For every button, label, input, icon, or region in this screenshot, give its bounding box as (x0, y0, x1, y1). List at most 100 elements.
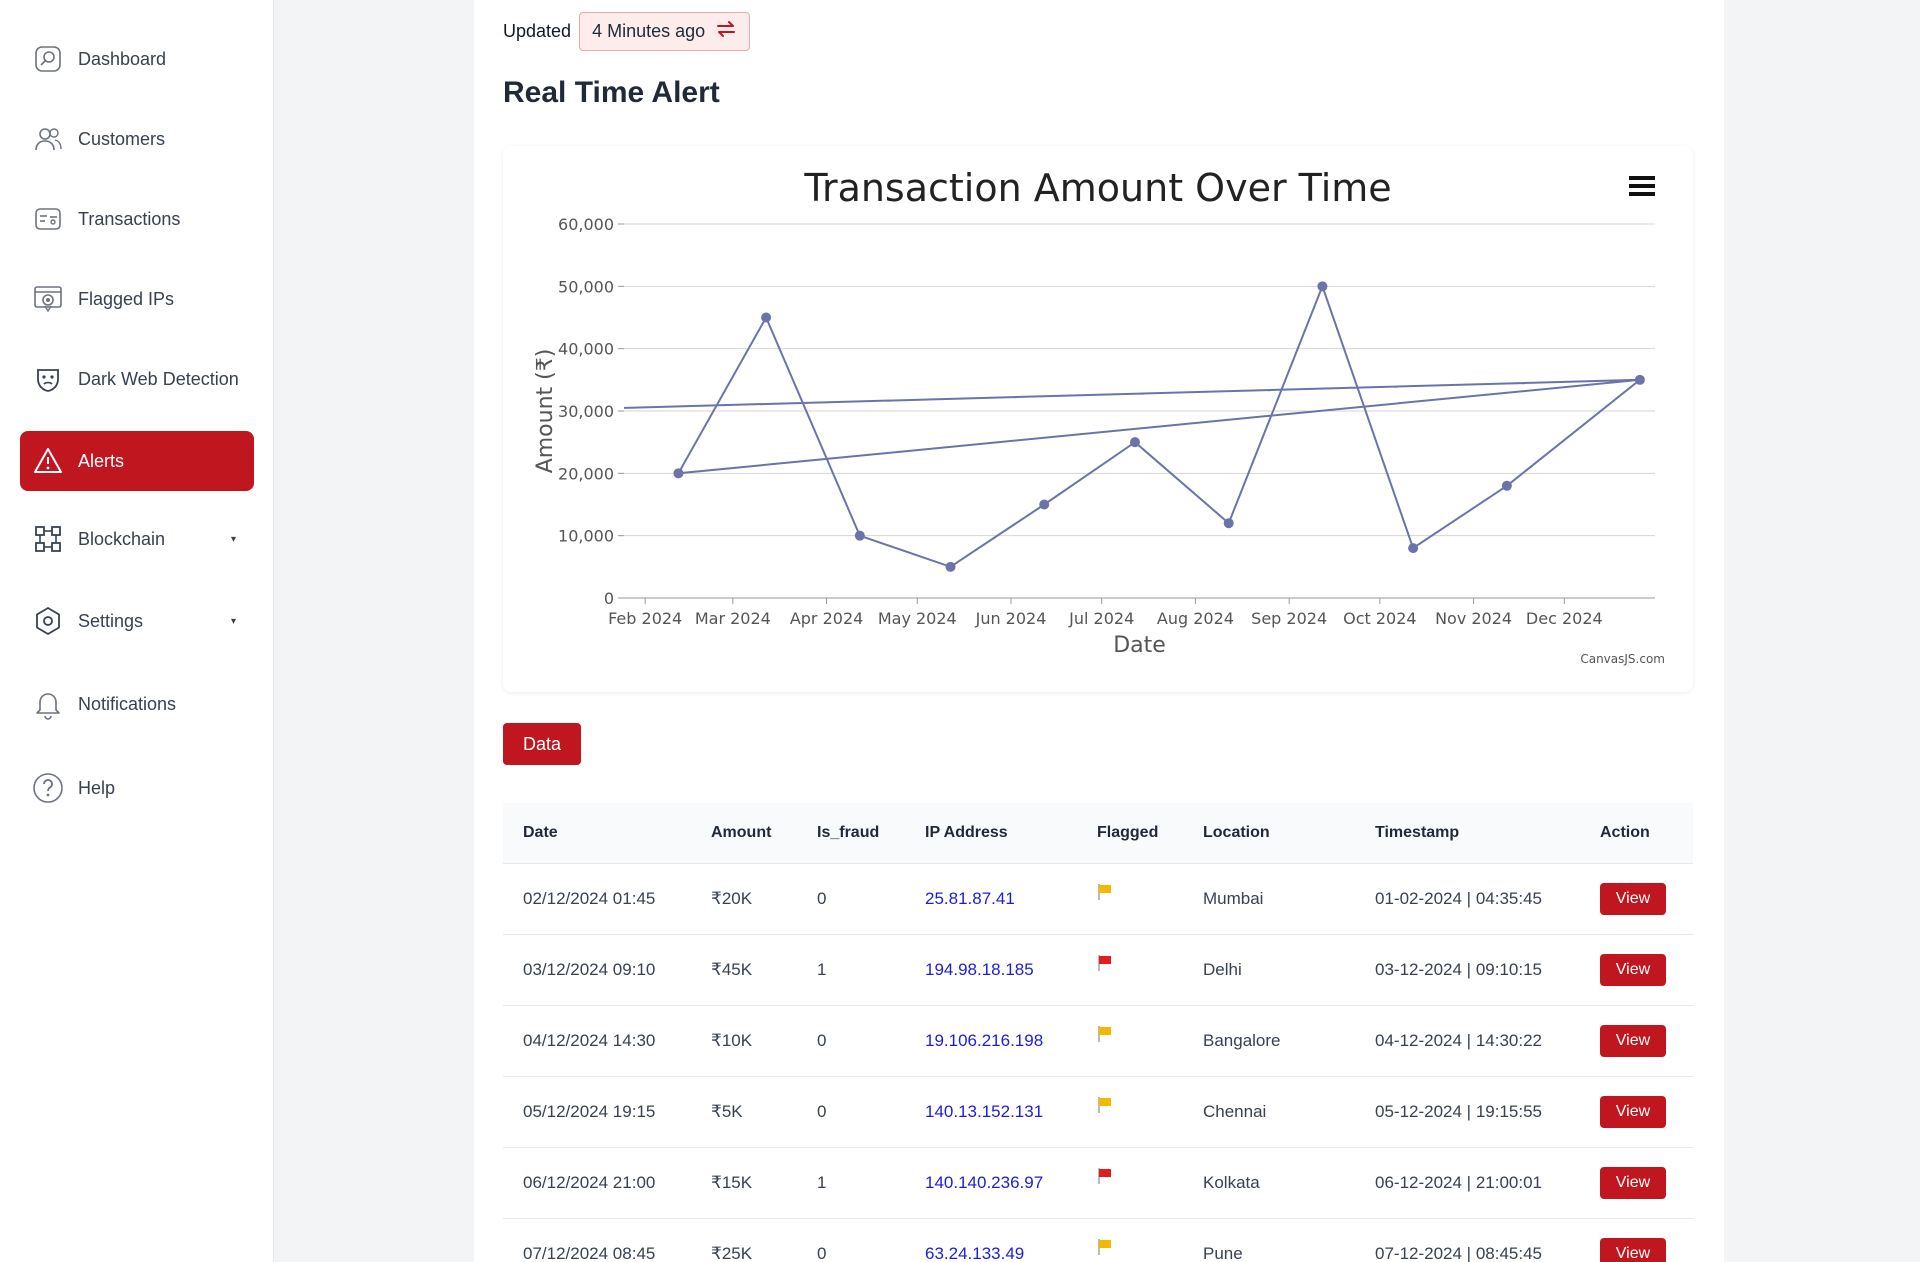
ip-address-link[interactable]: 63.24.133.49 (925, 1243, 1025, 1262)
action-cell: View (1580, 1005, 1693, 1076)
sidebar-item-transactions[interactable]: Transactions (20, 189, 254, 249)
date-cell: 02/12/2024 01:45 (523, 888, 656, 908)
blockchain-icon (32, 523, 64, 555)
date-cell: 04/12/2024 14:30 (523, 1030, 656, 1050)
table-row: 02/12/2024 01:45 ₹20K 0 25.81.87.41 Mumbai 01… (503, 863, 1693, 934)
sidebar-item-settings[interactable]: Settings ▾ (20, 591, 254, 651)
data-point[interactable] (1634, 374, 1645, 385)
is-fraud-cell: 1 (817, 1172, 827, 1192)
series-line (623, 283, 1641, 568)
sidebar: Dashboard Customers Transactions Flagged… (0, 0, 274, 1262)
sidebar-item-blockchain[interactable]: Blockchain ▾ (20, 509, 254, 569)
data-point[interactable] (1408, 543, 1419, 554)
amount-cell: ₹10K (711, 1030, 753, 1050)
column-header: Action (1600, 823, 1650, 841)
is-fraud-cell: 0 (817, 1243, 827, 1262)
ip-address-link[interactable]: 140.140.236.97 (925, 1172, 1044, 1192)
timestamp-cell: 04-12-2024 | 14:30:22 (1375, 1030, 1542, 1050)
dashboard-icon (32, 43, 64, 75)
timestamp-cell: 05-12-2024 | 19:15:55 (1375, 1101, 1542, 1121)
transactions-icon (32, 203, 64, 235)
chart-card: 0 10,000 20,000 30,000 40,000 50,000 60,000 Feb… (503, 146, 1693, 692)
sidebar-item-customers[interactable]: Customers (20, 109, 254, 169)
yellow-flag-icon (1097, 883, 1113, 901)
table-header-row: Date Amount Is_fraud IP Address Flagged Locat… (503, 803, 1693, 863)
y-tick-label: 10,000 (558, 527, 614, 546)
x-tick-label: May 2024 (878, 609, 957, 628)
sidebar-item-help[interactable]: Help (20, 758, 254, 818)
data-point[interactable] (1039, 499, 1050, 510)
hamburger-menu-icon[interactable] (1629, 176, 1655, 200)
amount-cell: ₹15K (711, 1172, 753, 1192)
y-tick-label: 50,000 (558, 277, 614, 296)
action-cell: View (1580, 863, 1693, 934)
help-icon (32, 772, 64, 804)
sidebar-item-label: Help (78, 777, 116, 798)
table-row: 03/12/2024 09:10 ₹45K 1 194.98.18.185 Delhi 0… (503, 934, 1693, 1005)
view-button[interactable]: View (1600, 1095, 1666, 1128)
data-point[interactable] (1501, 480, 1512, 491)
y-tick-label: 60,000 (558, 215, 614, 234)
chevron-down-icon[interactable]: ▾ (230, 533, 236, 545)
yellow-flag-icon (1097, 1238, 1113, 1256)
sidebar-item-notifications[interactable]: Notifications (20, 674, 254, 734)
red-flag-icon (1097, 954, 1113, 972)
y-axis-label: Amount (₹) (533, 349, 558, 474)
refresh-icon[interactable] (715, 19, 737, 44)
timestamp-cell: 01-02-2024 | 04:35:45 (1375, 888, 1542, 908)
table-row: 04/12/2024 14:30 ₹10K 0 19.106.216.198 Banga… (503, 1005, 1693, 1076)
is-fraud-cell: 0 (817, 1101, 827, 1121)
sidebar-item-label: Transactions (78, 208, 181, 229)
x-tick-label: Jun 2024 (975, 609, 1047, 628)
updated-badge[interactable]: 4 Minutes ago (579, 12, 751, 51)
data-point[interactable] (761, 312, 772, 323)
flag-cell (1077, 1218, 1183, 1262)
view-button[interactable]: View (1600, 1237, 1666, 1262)
alert-triangle-icon (32, 445, 64, 477)
view-button[interactable]: View (1600, 1166, 1666, 1199)
is-fraud-cell: 1 (817, 959, 827, 979)
sidebar-item-dark-web-detection[interactable]: Dark Web Detection (20, 349, 254, 409)
x-tick-label: Oct 2024 (1343, 609, 1416, 628)
is-fraud-cell: 0 (817, 1030, 827, 1050)
chevron-down-icon[interactable]: ▾ (230, 615, 236, 627)
timestamp-cell: 06-12-2024 | 21:00:01 (1375, 1172, 1542, 1192)
amount-cell: ₹20K (711, 888, 753, 908)
sidebar-item-dashboard[interactable]: Dashboard (20, 29, 254, 89)
view-button[interactable]: View (1600, 1024, 1666, 1057)
data-point[interactable] (1223, 518, 1234, 529)
view-button[interactable]: View (1600, 953, 1666, 986)
data-point[interactable] (945, 561, 956, 572)
flag-cell (1077, 934, 1183, 1005)
sidebar-item-flagged-ips[interactable]: Flagged IPs (20, 269, 254, 329)
x-tick-label: Apr 2024 (790, 609, 863, 628)
column-header: Timestamp (1375, 823, 1460, 841)
column-header: Location (1203, 823, 1270, 841)
data-point[interactable] (1129, 437, 1140, 448)
ip-address-link[interactable]: 25.81.87.41 (925, 888, 1015, 908)
action-cell: View (1580, 1147, 1693, 1218)
location-cell: Kolkata (1203, 1172, 1260, 1192)
ip-address-link[interactable]: 194.98.18.185 (925, 959, 1034, 979)
data-point[interactable] (1317, 281, 1328, 292)
action-cell: View (1580, 1218, 1693, 1262)
ip-address-link[interactable]: 19.106.216.198 (925, 1030, 1044, 1050)
sidebar-item-alerts[interactable]: Alerts (20, 431, 254, 491)
x-tick-label: Sep 2024 (1251, 609, 1327, 628)
location-cell: Pune (1203, 1243, 1243, 1262)
chart-credit[interactable]: CanvasJS.com (1580, 652, 1665, 666)
location-cell: Chennai (1203, 1101, 1267, 1121)
data-button[interactable]: Data (503, 723, 581, 765)
data-point[interactable] (854, 530, 865, 541)
updated-row: Updated 4 Minutes ago (503, 12, 751, 51)
bell-icon (32, 688, 64, 720)
ip-address-link[interactable]: 140.13.152.131 (925, 1101, 1044, 1121)
data-point[interactable] (673, 468, 684, 479)
x-tick-label: Nov 2024 (1435, 609, 1512, 628)
page-title: Real Time Alert (503, 76, 720, 109)
flag-cell (1077, 1076, 1183, 1147)
column-header: IP Address (925, 823, 1008, 841)
y-tick-label: 0 (604, 589, 614, 608)
view-button[interactable]: View (1600, 882, 1666, 915)
alerts-table: Date Amount Is_fraud IP Address Flagged Locat… (503, 803, 1693, 1262)
